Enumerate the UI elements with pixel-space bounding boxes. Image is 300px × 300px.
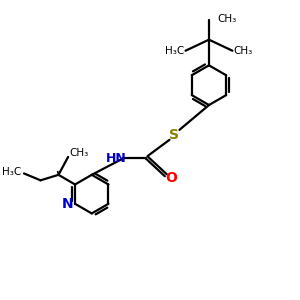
Text: CH₃: CH₃ — [218, 14, 237, 24]
Text: CH₃: CH₃ — [70, 148, 89, 158]
Text: O: O — [165, 171, 177, 184]
Text: HN: HN — [106, 152, 127, 165]
Text: CH₃: CH₃ — [234, 46, 253, 56]
Text: S: S — [169, 128, 179, 142]
Text: N: N — [62, 197, 74, 211]
Text: H₃C: H₃C — [165, 46, 184, 56]
Text: H₃C: H₃C — [2, 167, 21, 177]
